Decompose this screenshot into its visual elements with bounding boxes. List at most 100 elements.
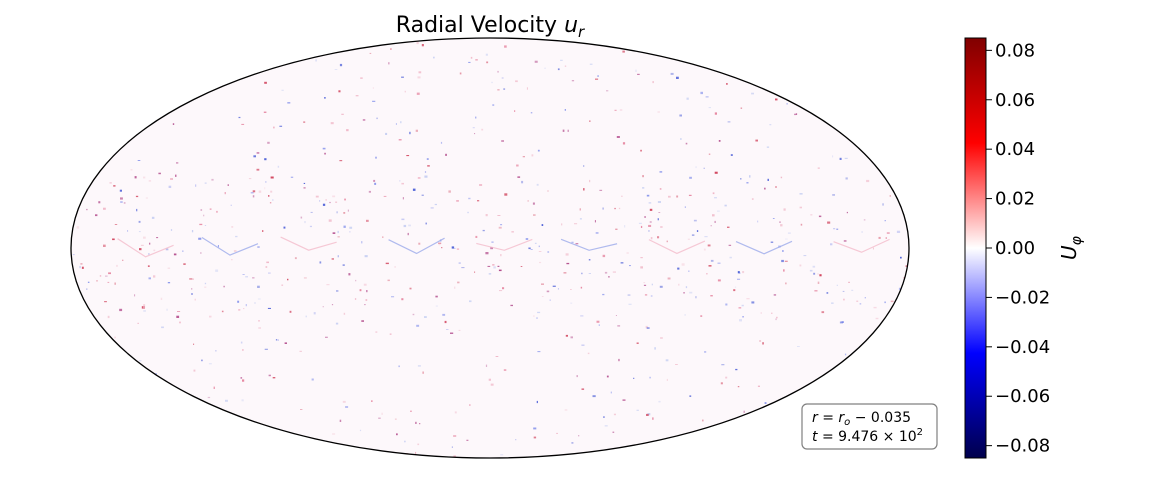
map-speckle <box>497 89 500 91</box>
map-speckle <box>87 281 90 283</box>
map-speckle <box>116 264 118 267</box>
map-speckle <box>818 215 822 218</box>
map-speckle <box>404 440 406 443</box>
map-speckle <box>836 284 838 286</box>
map-speckle <box>685 286 688 289</box>
map-speckle <box>728 244 732 246</box>
map-speckle <box>469 300 472 303</box>
map-speckle <box>319 200 321 202</box>
map-speckle <box>173 253 177 256</box>
map-speckle <box>501 77 504 79</box>
map-speckle <box>120 201 123 203</box>
map-speckle <box>451 246 455 249</box>
map-speckle <box>442 313 446 316</box>
map-speckle <box>848 281 850 283</box>
map-speckle <box>300 216 303 219</box>
map-speckle <box>517 176 521 178</box>
map-speckle <box>119 189 122 192</box>
map-speckle <box>714 197 717 199</box>
map-speckle <box>670 72 674 75</box>
map-speckle <box>786 103 788 105</box>
map-speckle <box>337 236 340 238</box>
map-speckle <box>267 307 271 309</box>
map-speckle <box>204 286 207 288</box>
map-speckle <box>684 206 686 208</box>
map-speckle <box>704 236 708 238</box>
map-speckle <box>635 69 637 72</box>
map-speckle <box>76 226 80 229</box>
map-speckle <box>474 133 476 135</box>
map-speckle <box>424 171 427 173</box>
map-speckle <box>240 377 243 379</box>
map-speckle <box>345 406 349 408</box>
map-speckle <box>366 219 369 222</box>
map-speckle <box>856 300 859 302</box>
colorbar-tick-label: 0.08 <box>995 40 1035 61</box>
map-speckle <box>503 88 506 90</box>
map-speckle <box>541 296 544 297</box>
map-speckle <box>552 285 556 287</box>
map-speckle <box>195 184 197 187</box>
map-speckle <box>604 425 608 427</box>
map-speckle <box>467 211 469 214</box>
map-speckle <box>799 193 803 195</box>
map-speckle <box>160 297 163 300</box>
map-speckle <box>215 350 217 352</box>
map-speckle <box>143 236 146 239</box>
map-speckle <box>479 184 483 186</box>
map-speckle <box>863 219 866 221</box>
map-speckle <box>361 320 364 322</box>
map-speckle <box>589 120 591 122</box>
map-speckle <box>844 157 848 159</box>
map-speckle <box>640 149 642 152</box>
map-speckle <box>268 374 271 377</box>
map-speckle <box>315 59 317 62</box>
map-speckle <box>339 160 343 162</box>
map-speckle <box>780 224 783 227</box>
map-speckle <box>706 273 708 275</box>
map-speckle <box>328 219 332 222</box>
map-speckle <box>563 272 567 274</box>
map-speckle <box>252 195 255 198</box>
map-speckle <box>521 180 524 184</box>
map-speckle <box>689 291 693 294</box>
map-speckle <box>532 202 535 205</box>
map-speckle <box>536 400 538 404</box>
map-speckle <box>629 265 631 267</box>
map-speckle <box>147 265 150 267</box>
map-speckle <box>691 234 695 236</box>
map-speckle <box>401 76 404 78</box>
map-speckle <box>755 139 758 142</box>
map-speckle <box>416 41 419 45</box>
map-speckle <box>240 341 243 344</box>
map-speckle <box>579 208 581 211</box>
map-speckle <box>819 274 822 277</box>
map-speckle <box>873 306 877 309</box>
map-speckle <box>470 56 473 59</box>
map-speckle <box>468 61 471 63</box>
map-speckle <box>193 343 195 345</box>
map-speckle <box>842 290 845 292</box>
map-speckle <box>500 254 502 257</box>
map-speckle <box>499 290 503 292</box>
map-speckle <box>700 315 703 317</box>
map-speckle <box>689 395 692 397</box>
map-speckle <box>608 276 610 278</box>
map-speckle <box>127 230 129 232</box>
map-speckle <box>224 192 226 195</box>
map-speckle <box>652 81 654 84</box>
map-streak <box>648 239 706 255</box>
map-speckle <box>537 311 541 314</box>
map-speckle <box>504 193 508 196</box>
map-speckle <box>343 212 346 214</box>
map-speckle <box>264 81 267 84</box>
map-speckle <box>482 229 485 232</box>
map-speckle <box>303 182 306 184</box>
map-speckle <box>726 83 728 85</box>
map-speckle <box>712 192 715 195</box>
colorbar-gradient <box>964 37 987 459</box>
map-speckle <box>658 212 661 213</box>
map-speckle <box>571 80 575 82</box>
map-speckle <box>485 214 488 217</box>
map-speckle <box>567 129 569 132</box>
